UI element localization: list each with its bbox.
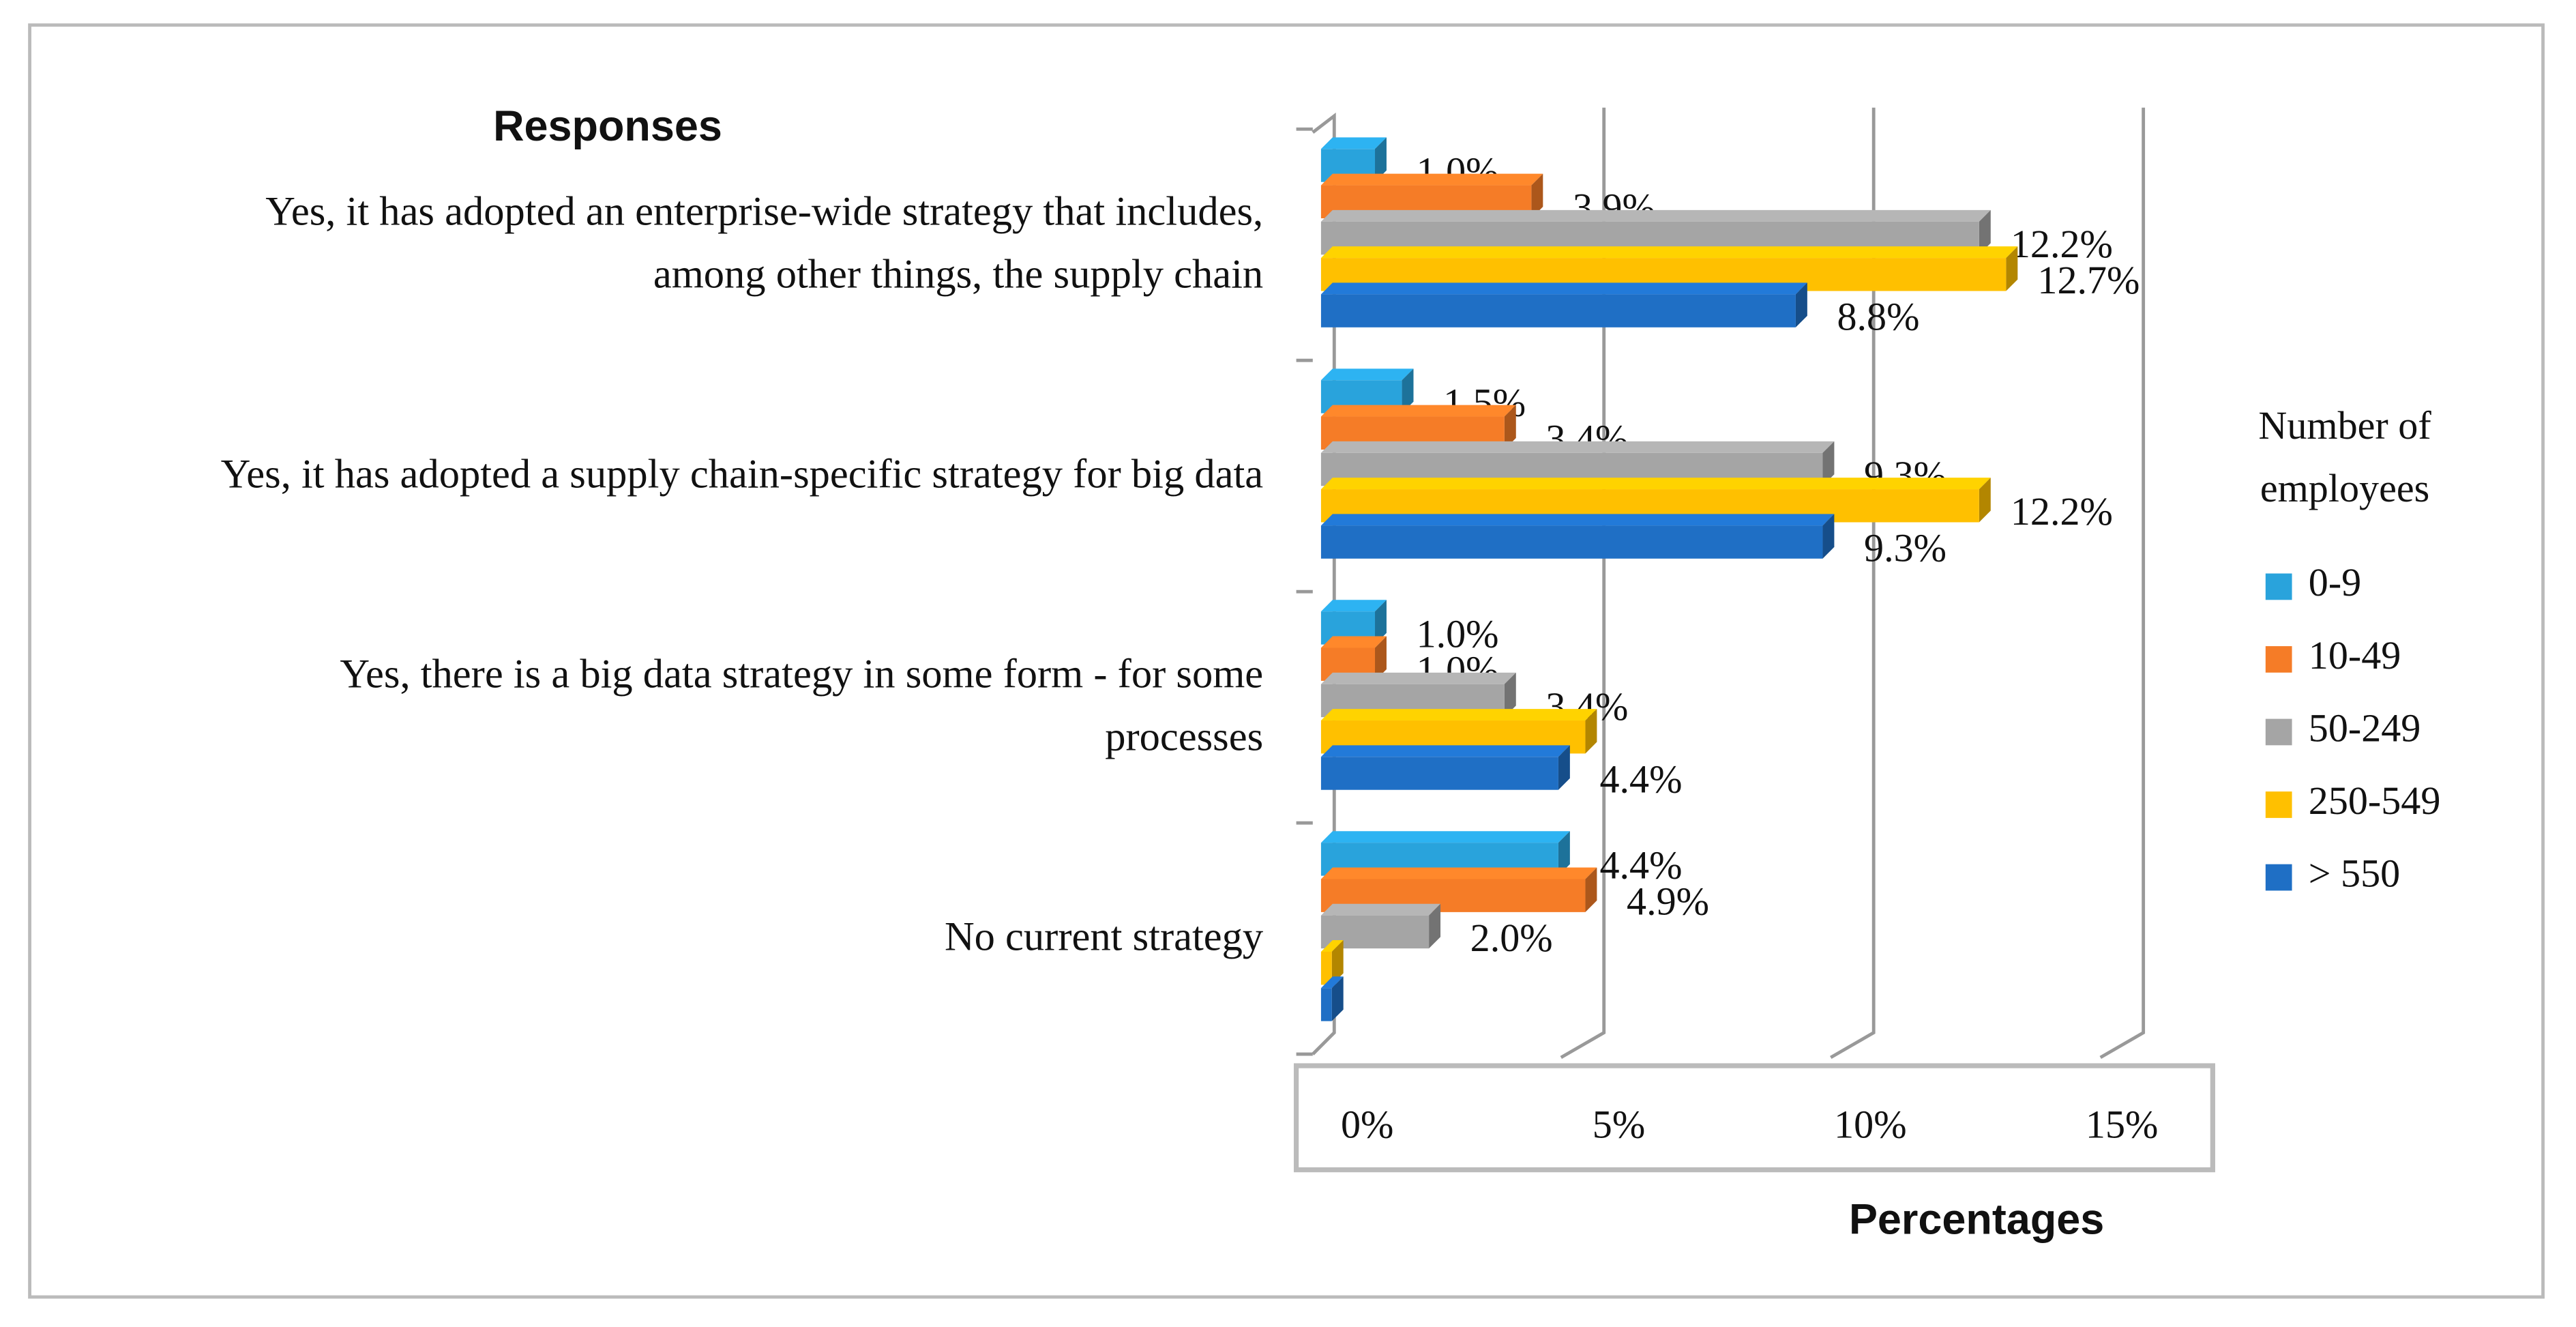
bar-top [1320, 940, 1344, 952]
bar-side [1531, 173, 1543, 218]
x-tick-label: 10% [1834, 1102, 1907, 1146]
legend-swatch [2265, 791, 2292, 818]
bar-side [1331, 976, 1344, 1021]
bar-top [1320, 745, 1570, 757]
data-label: 8.8% [1837, 294, 1919, 338]
bar-top [1320, 368, 1414, 381]
bar-top [1320, 976, 1344, 989]
back-wall [1312, 112, 1336, 1055]
y-tick-label: Yes, it has adopted an enterprise-wide s… [265, 190, 1264, 298]
bar-top [1320, 246, 2018, 259]
legend-label: 10-49 [2309, 633, 2401, 677]
bar-side [1795, 282, 1807, 327]
bar-face [1320, 294, 1796, 327]
category-label-box: Yes, it has adopted an enterprise-wide s… [265, 190, 1264, 298]
legend-swatch [2265, 718, 2292, 746]
x-tick-label: 0% [1341, 1102, 1393, 1146]
bar-top [1320, 600, 1387, 612]
bar-side [1402, 368, 1414, 413]
bar-side [1375, 636, 1387, 681]
data-label: 4.4% [1599, 757, 1682, 801]
bar-side [2006, 246, 2018, 291]
bar [1320, 940, 1344, 985]
bar-top [1320, 441, 1835, 453]
bar-top [1320, 672, 1516, 684]
grid-line [1830, 107, 1876, 1060]
grid-line [2099, 107, 2146, 1060]
bar-top [1320, 636, 1387, 648]
bar-side [1979, 209, 1991, 255]
chart-border [28, 23, 2545, 1299]
data-label: 4.4% [1599, 843, 1682, 887]
x-axis-label: Percentages [1849, 1196, 2104, 1244]
bar-side [1375, 600, 1387, 645]
bar [1320, 514, 1835, 559]
legend-swatch [2265, 864, 2292, 891]
bar-top [1320, 173, 1543, 186]
category-label-box: Yes, it has adopted a supply chain-speci… [220, 452, 1264, 498]
bar-top [1320, 405, 1516, 417]
data-label: 2.0% [1470, 916, 1553, 960]
bar-side [1558, 745, 1570, 790]
x-tick-label: 5% [1593, 1102, 1645, 1146]
bar [1320, 745, 1570, 790]
bar-side [1429, 903, 1441, 949]
bar-side [1822, 514, 1835, 559]
y-tick-label: Yes, there is a big data strategy in som… [340, 652, 1264, 761]
legend-label: 250-549 [2309, 778, 2441, 823]
data-label: 12.7% [2037, 258, 2140, 302]
legend-swatch [2265, 646, 2292, 673]
bar-top [1320, 514, 1835, 526]
chart-title: Responses [493, 102, 722, 150]
bar [1320, 282, 1807, 327]
bar-top [1320, 903, 1441, 916]
data-label: 9.3% [1864, 525, 1946, 570]
legend-label: > 550 [2309, 851, 2400, 895]
bar-top [1320, 867, 1597, 879]
data-label: 1.0% [1417, 611, 1499, 656]
axis-box [1293, 1063, 2215, 1173]
y-tick-label: Yes, it has adopted a supply chain-speci… [220, 452, 1264, 498]
bar-side [1585, 867, 1597, 912]
bar-face [1320, 988, 1332, 1021]
bar-side [1331, 940, 1344, 985]
legend-title: Number of [2258, 403, 2431, 448]
bar-side [1822, 441, 1835, 486]
bar-top [1320, 478, 1991, 490]
legend-swatch [2265, 573, 2292, 600]
bar-top [1320, 831, 1570, 843]
category-label-box: No current strategy [944, 915, 1264, 961]
legend-label: 0-9 [2309, 560, 2361, 604]
bar-side [1979, 478, 1991, 523]
bar-side [1585, 709, 1597, 754]
x-tick-label: 15% [2086, 1102, 2159, 1146]
bar-face [1320, 757, 1558, 790]
bar-top [1320, 137, 1387, 149]
bar-top [1320, 709, 1597, 721]
bar-top [1320, 282, 1807, 295]
bar-side [1558, 831, 1570, 876]
bar-side [1504, 672, 1516, 718]
bar-side [1504, 405, 1516, 450]
legend-label: 50-249 [2309, 705, 2421, 750]
y-tick-label: No current strategy [944, 915, 1264, 961]
data-label: 12.2% [2011, 222, 2113, 266]
bar [1320, 976, 1344, 1021]
bar-face [1320, 525, 1823, 559]
bar-side [1375, 137, 1387, 182]
grid-line [1560, 107, 1606, 1060]
bar-face [1320, 951, 1332, 985]
category-label-box: Yes, there is a big data strategy in som… [340, 652, 1264, 761]
bar-top [1320, 209, 1991, 222]
legend-title: employees [2260, 466, 2429, 510]
data-label: 4.9% [1627, 879, 1709, 924]
data-label: 12.2% [2011, 489, 2113, 534]
